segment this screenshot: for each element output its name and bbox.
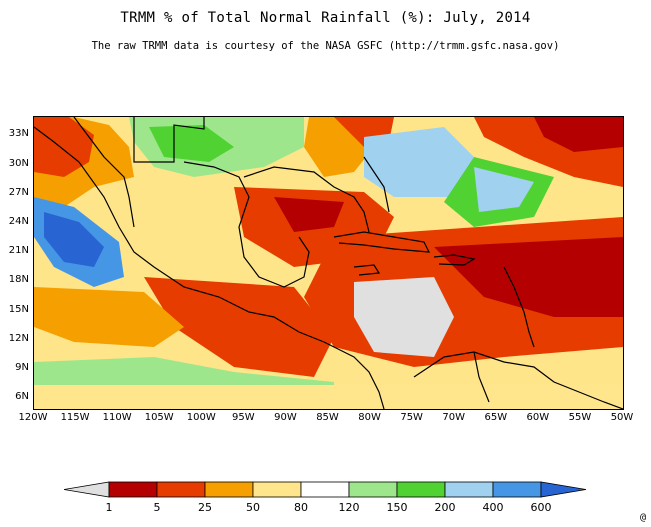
color-legend xyxy=(64,481,587,498)
legend-value-label: 50 xyxy=(246,501,260,514)
coastline-segment xyxy=(183,161,310,288)
lon-tick-label: 50W xyxy=(610,412,634,423)
lon-tick-label: 85W xyxy=(316,412,339,423)
coastline-segment xyxy=(133,117,205,163)
legend-value-label: 600 xyxy=(530,501,552,514)
legend-value-label: 5 xyxy=(153,501,161,514)
coastline-segment xyxy=(34,126,385,409)
legend-swatch xyxy=(156,481,206,498)
field-darkred xyxy=(274,197,344,232)
lat-tick-label: 9N xyxy=(15,362,29,374)
field-lightblue xyxy=(474,167,534,212)
field-green xyxy=(149,125,234,162)
lon-tick-label: 115W xyxy=(60,412,90,423)
lat-tick-label: 27N xyxy=(8,186,29,198)
coastline-segment xyxy=(473,351,490,403)
lon-tick-label: 105W xyxy=(144,412,174,423)
lat-tick-label: 33N xyxy=(8,128,29,140)
corner-mark: @ xyxy=(640,512,647,523)
legend-value-label: 120 xyxy=(338,501,360,514)
coastline-segment xyxy=(333,231,431,253)
map-title: TRMM % of Total Normal Rainfall (%): Jul… xyxy=(120,10,531,26)
coastline-segment xyxy=(433,254,476,266)
field-darkred xyxy=(434,237,623,317)
lat-tick-label: 30N xyxy=(8,157,29,169)
lon-tick-label: 80W xyxy=(358,412,381,423)
coastline-segment xyxy=(503,266,535,348)
lon-tick-label: 120W xyxy=(18,412,48,423)
lon-tick-label: 90W xyxy=(274,412,297,423)
coastline-segment xyxy=(363,156,390,213)
lat-tick-label: 12N xyxy=(8,332,29,344)
coastlines xyxy=(34,117,623,409)
coastline-segment xyxy=(413,351,623,409)
lon-tick-label: 95W xyxy=(232,412,255,423)
field-darkblue xyxy=(44,212,104,267)
rainfall-fields xyxy=(34,117,623,409)
field-yellow xyxy=(34,385,623,409)
lon-tick-label: 70W xyxy=(442,412,466,423)
legend-swatch xyxy=(204,481,254,498)
lon-tick-label: 65W xyxy=(484,412,508,423)
coastline-segment xyxy=(73,117,135,228)
data-credit: The raw TRMM data is courtesy of the NAS… xyxy=(91,40,560,52)
lat-tick-label: 6N xyxy=(15,391,29,403)
coastline-segment xyxy=(353,264,381,276)
rainfall-map-canvas xyxy=(34,117,623,409)
legend-value-label: 400 xyxy=(482,501,504,514)
legend-value-label: 25 xyxy=(198,501,212,514)
lat-tick-label: 21N xyxy=(8,245,29,257)
lon-tick-label: 75W xyxy=(400,412,423,423)
coastline-segment xyxy=(243,166,370,233)
field-gray xyxy=(354,277,454,357)
legend-swatch xyxy=(300,481,350,498)
lat-tick-label: 15N xyxy=(8,303,29,315)
rainfall-map xyxy=(33,116,624,410)
legend-swatch xyxy=(348,481,398,498)
legend-swatch xyxy=(492,481,542,498)
legend-swatch xyxy=(444,481,494,498)
legend-value-label: 80 xyxy=(294,501,308,514)
field-red xyxy=(144,277,334,377)
lon-tick-label: 100W xyxy=(186,412,216,423)
lon-tick-label: 60W xyxy=(526,412,550,423)
lat-tick-label: 18N xyxy=(8,274,29,286)
field-lightblue xyxy=(364,127,474,197)
legend-swatch xyxy=(252,481,302,498)
lon-tick-label: 55W xyxy=(568,412,592,423)
field-darkred xyxy=(534,117,623,152)
legend-swatch xyxy=(108,481,158,498)
lon-tick-label: 110W xyxy=(102,412,132,423)
legend-below-triangle xyxy=(64,481,110,498)
legend-value-label: 200 xyxy=(434,501,456,514)
lat-tick-label: 24N xyxy=(8,216,29,228)
field-orange xyxy=(34,287,184,347)
legend-above-triangle xyxy=(540,481,587,498)
legend-swatch xyxy=(396,481,446,498)
legend-value-label: 1 xyxy=(105,501,113,514)
legend-value-label: 150 xyxy=(386,501,408,514)
